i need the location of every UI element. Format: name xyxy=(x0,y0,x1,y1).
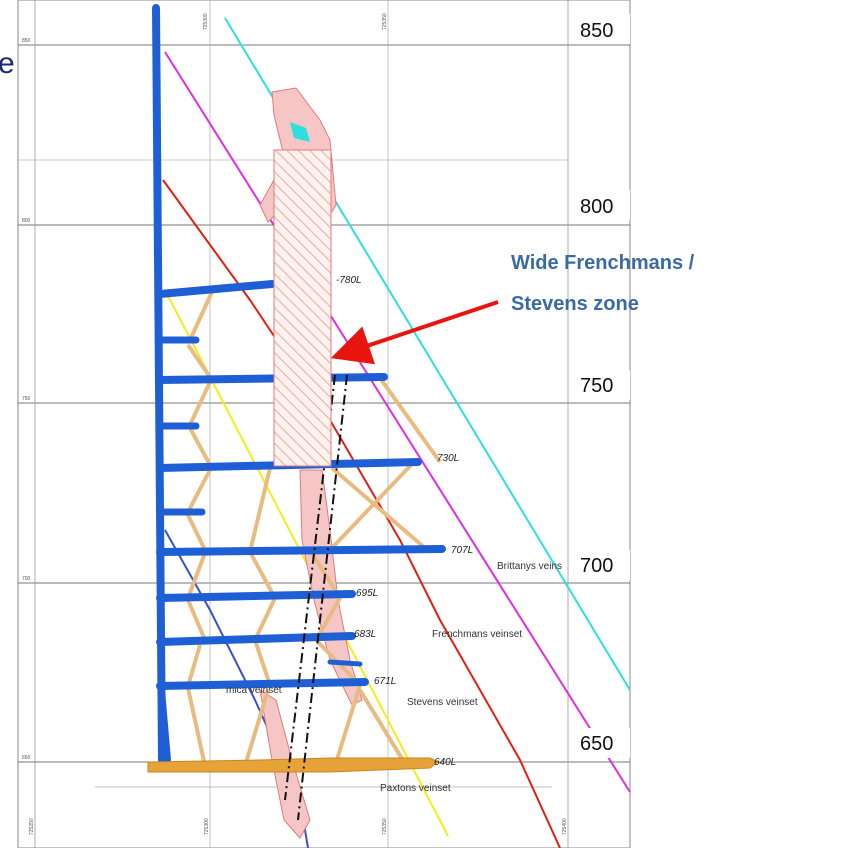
veinset-label-paxtons: Paxtons veinset xyxy=(380,783,451,794)
level-label-640: 640L xyxy=(434,757,456,768)
callout-line-1: Wide Frenchmans / xyxy=(511,252,695,274)
callout-line-2: Stevens zone xyxy=(511,293,639,315)
drive-672-stub xyxy=(330,662,360,664)
rl-label-750: 750 xyxy=(580,375,613,397)
easting-label-bottom-3: 725350 xyxy=(382,818,388,835)
easting-label-top-2: 725350 xyxy=(382,13,388,30)
level-label-683: 683L xyxy=(354,629,376,640)
grid-edge-label-850: 850 xyxy=(22,38,31,44)
rl-label-650: 650 xyxy=(580,733,613,755)
level-label-695: 695L xyxy=(356,588,378,599)
level-label-780: -780L xyxy=(336,275,362,286)
veinset-label-stevens: Stevens veinset xyxy=(407,697,478,708)
rl-label-850: 850 xyxy=(580,20,613,42)
grid-edge-label-750: 750 xyxy=(22,396,31,402)
easting-label-bottom-2: 725300 xyxy=(204,818,210,835)
rl-label-700: 700 xyxy=(580,555,613,577)
easting-label-top-1: 725300 xyxy=(203,13,209,30)
veinset-label-brittanys: Brittanys veins xyxy=(497,561,562,572)
rl-label-800: 800 xyxy=(580,196,613,218)
veinset-label-frenchmans: Frenchmans veinset xyxy=(432,629,522,640)
title-fragment: e xyxy=(0,47,15,80)
easting-label-bottom-1: 725250 xyxy=(29,818,35,835)
grid-edge-label-800: 800 xyxy=(22,218,31,224)
level-label-730: 730L xyxy=(437,453,459,464)
veinset-label-mica: mica veinset xyxy=(226,685,282,696)
wide-zone-box xyxy=(274,150,331,466)
grid-edge-label-650: 650 xyxy=(22,755,31,761)
easting-label-bottom-4: 725400 xyxy=(562,818,568,835)
grid-edge-label-700: 700 xyxy=(22,576,31,582)
drive-707 xyxy=(160,549,442,552)
level-label-671: 671L xyxy=(374,676,396,687)
drive-750 xyxy=(160,377,384,380)
level-label-707: 707L xyxy=(451,545,473,556)
